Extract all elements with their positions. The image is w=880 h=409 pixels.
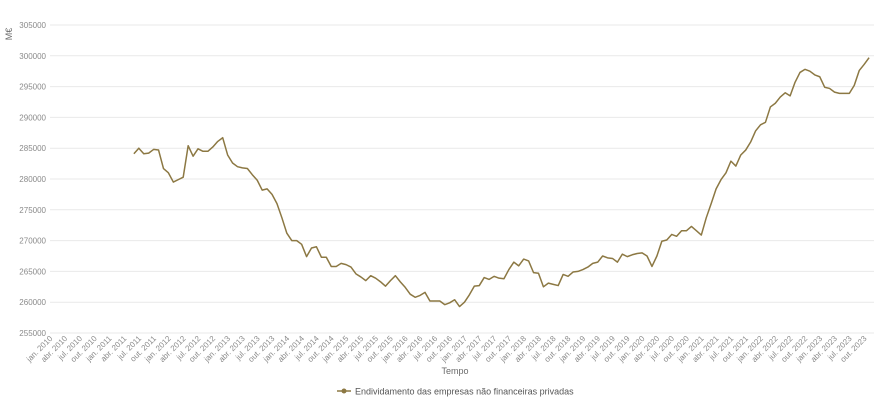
legend-swatch-marker [341,388,347,394]
gridlines [50,24,874,334]
legend-label: Endividamento das empresas não financeir… [355,387,574,397]
y-tick-label: 265000 [19,267,46,276]
y-axis-title: M€ [4,28,14,41]
y-tick-label: 255000 [19,329,46,338]
y-tick-label: 285000 [19,144,46,153]
series-line[interactable] [133,57,870,308]
y-tick-label: 260000 [19,298,46,307]
series-layer [133,57,870,308]
y-tick-label: 300000 [19,52,46,61]
x-axis-title: Tempo [441,366,468,376]
y-tick-label: 295000 [19,83,46,92]
y-tick-label: 270000 [19,237,46,246]
y-tick-label: 290000 [19,113,46,122]
y-tick-label: 305000 [19,21,46,30]
legend[interactable]: Endividamento das empresas não financeir… [337,387,574,397]
y-axis: 255000 260000 265000 270000 275000 280000 2850… [19,21,46,338]
y-tick-label: 275000 [19,206,46,215]
y-tick-label: 280000 [19,175,46,184]
